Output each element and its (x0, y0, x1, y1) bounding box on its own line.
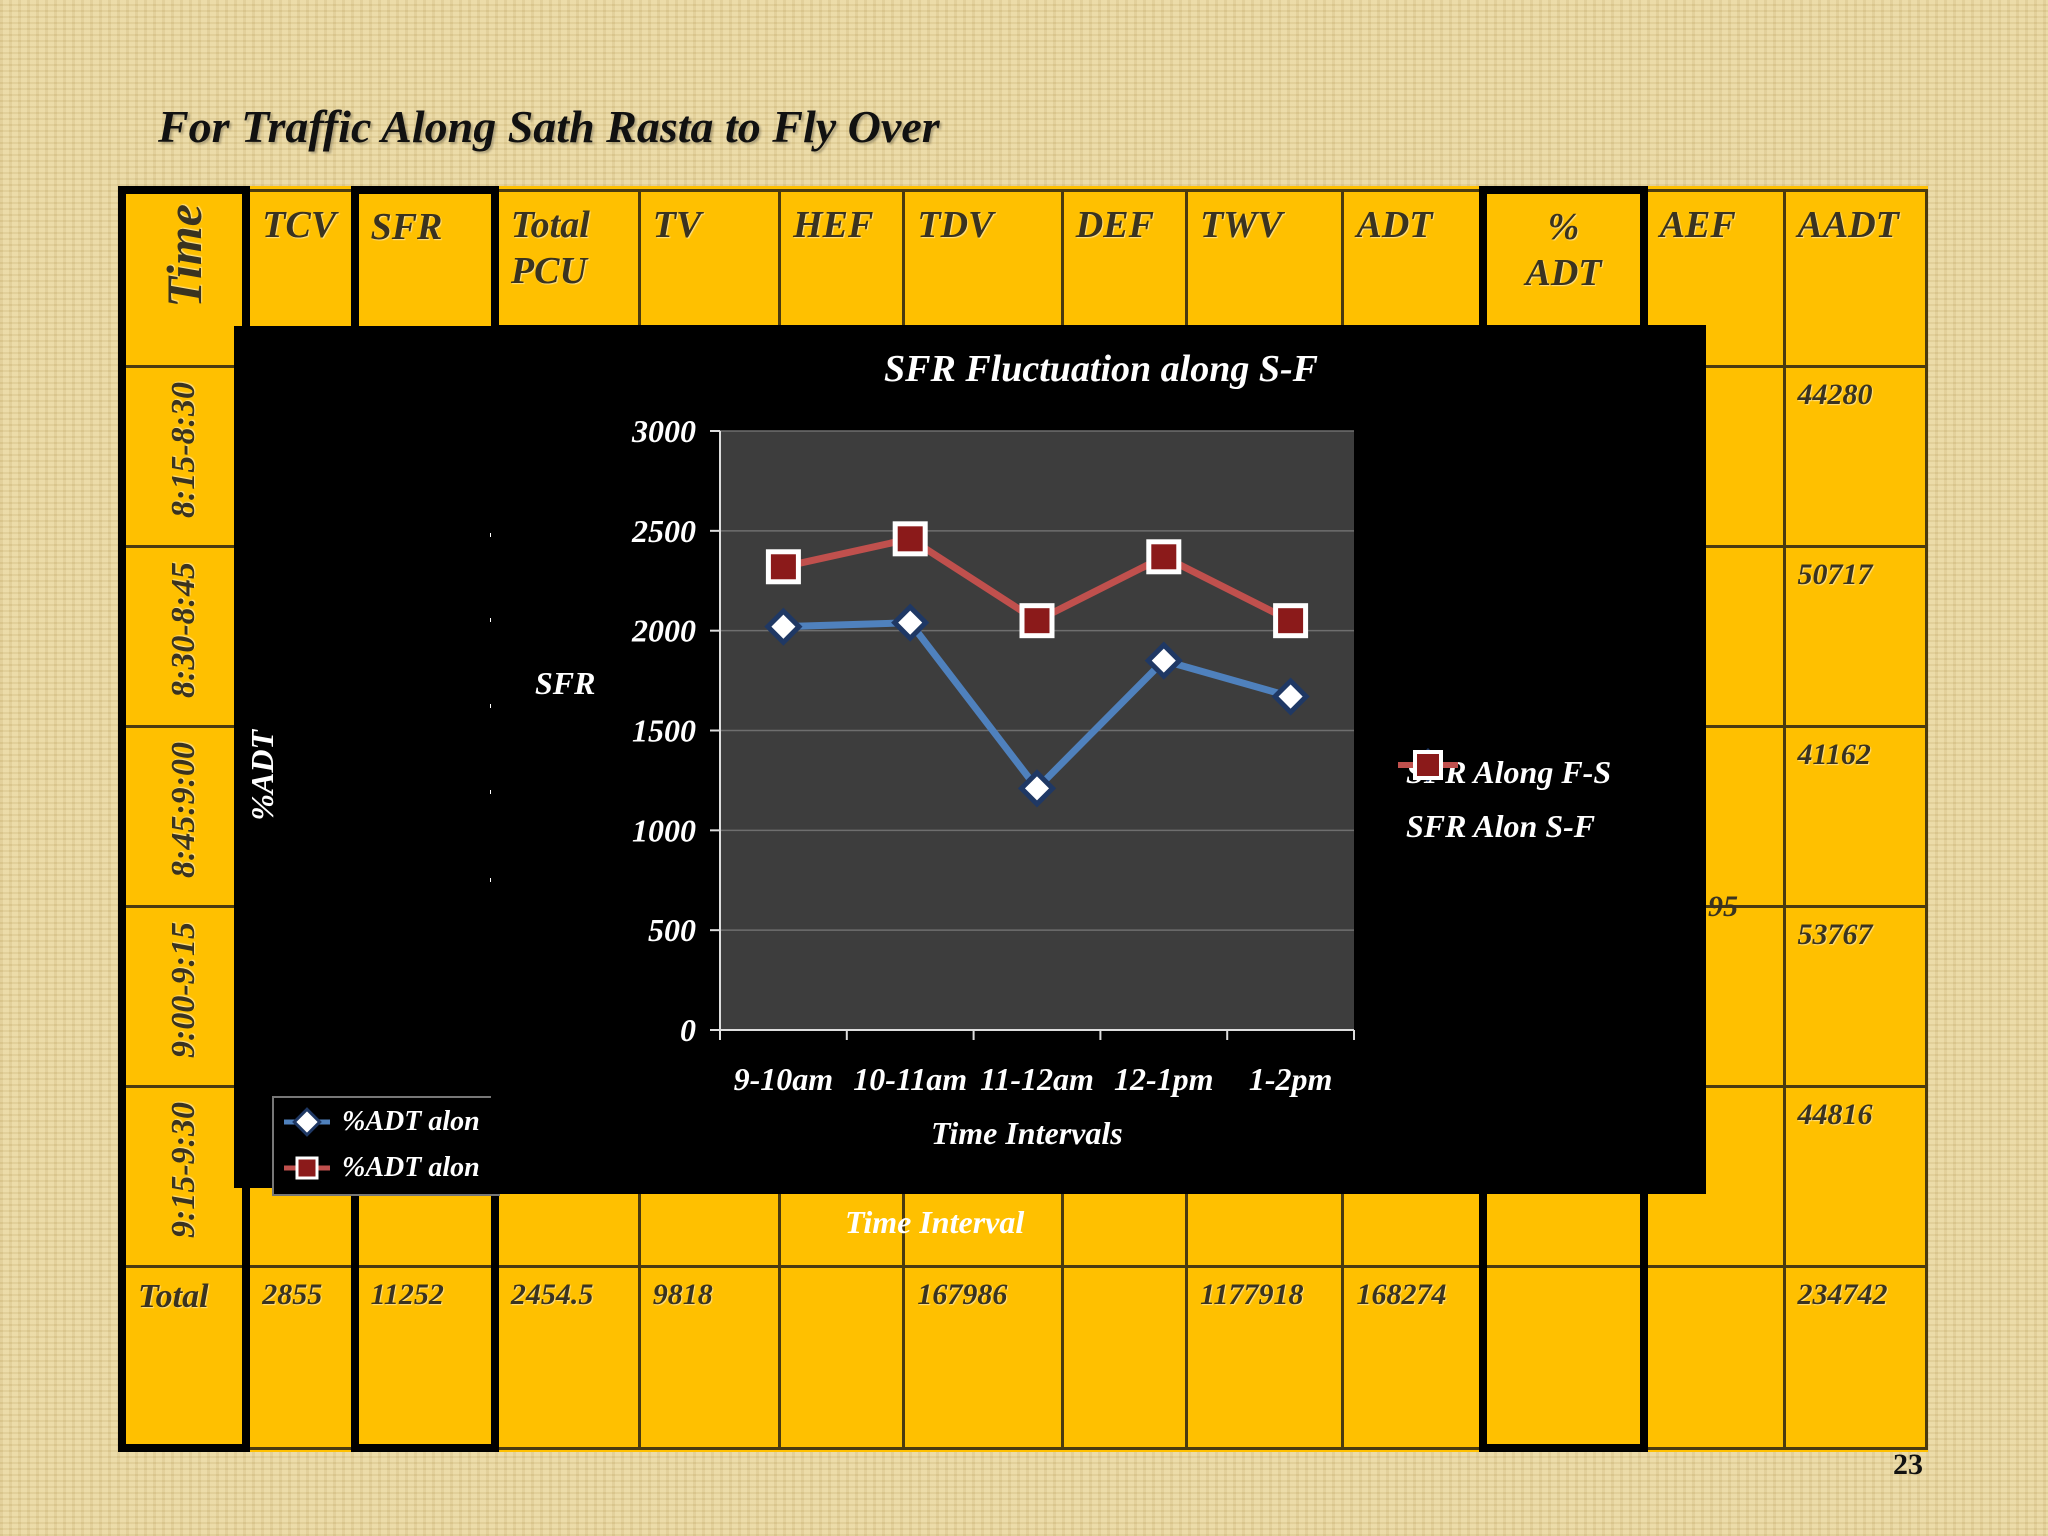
total-hef (778, 1264, 906, 1450)
data-point-diamond (1271, 677, 1310, 716)
aadt-cell: 44816 (1782, 1084, 1929, 1268)
x-tick-label: 12-1pm (1114, 1061, 1214, 1097)
y-tick-label: 2500 (631, 513, 696, 549)
slide-title: For Traffic Along Sath Rasta to Fly Over (158, 101, 940, 152)
total-tcv: 2855 (244, 1264, 357, 1450)
header-aadt: AADT (1782, 188, 1929, 368)
background-legend-item: %ADT alon (282, 1102, 480, 1142)
data-point-square (1146, 539, 1182, 575)
legend-label: SFR Alon S-F (1406, 807, 1596, 844)
data-point-diamond (1144, 641, 1183, 680)
aadt-cell: 53767 (1782, 904, 1929, 1088)
x-tick-label: 10-11am (853, 1061, 967, 1097)
total-row: Total 2855 11252 2454.5 9818 167986 1177… (117, 1264, 1929, 1452)
data-point-diamond (764, 607, 803, 646)
sfr-chart: SFR Fluctuation along S-F SFR 0 500 1000 15… (491, 325, 1706, 1194)
header-time: Time (117, 186, 251, 368)
total-adt: 168274 (1341, 1264, 1485, 1450)
background-chart-ylabel: %ADT (244, 730, 280, 821)
total-aef (1642, 1264, 1786, 1450)
background-chart-xlabel: Time Interval (845, 1204, 1025, 1240)
data-point-square (765, 549, 801, 585)
time-cell: 8:15-8:30 (117, 364, 251, 548)
y-tick-label: 1000 (632, 812, 696, 848)
square-marker-icon (284, 1156, 330, 1180)
total-tdv: 167986 (902, 1264, 1064, 1450)
x-axis-label: Time Intervals (931, 1115, 1123, 1151)
total-twv: 1177918 (1185, 1264, 1345, 1450)
chart-plot: 0 500 1000 1500 2000 2500 3000 9-10am 10-11am 11-… (631, 413, 1355, 1097)
time-cell: 9:00-9:15 (117, 904, 251, 1088)
total-sfr: 11252 (350, 1264, 499, 1452)
diamond-marker-icon (284, 1107, 330, 1137)
x-tick-label: 1-2pm (1249, 1061, 1333, 1097)
y-tick-label: 2000 (631, 613, 696, 649)
total-tv: 9818 (637, 1264, 782, 1450)
background-legend-item: %ADT alon (282, 1148, 480, 1188)
y-tick-label: 0 (680, 1012, 696, 1048)
aadt-cell: 41162 (1782, 724, 1929, 908)
data-point-square (1273, 603, 1309, 639)
slide-number: 23 (1893, 1448, 1923, 1481)
total-label: Total (117, 1264, 251, 1452)
y-tick-label: 3000 (631, 413, 696, 449)
aadt-cell: 44280 (1782, 364, 1929, 548)
square-marker-icon (1398, 750, 1458, 780)
total-pct-adt (1479, 1264, 1648, 1452)
x-tick-label: 9-10am (734, 1061, 834, 1097)
time-cell: 8:45:9:00 (117, 724, 251, 908)
data-point-square (1019, 603, 1055, 639)
chart-title: SFR Fluctuation along S-F (884, 348, 1318, 390)
time-cell: 8:30-8:45 (117, 544, 251, 728)
total-def (1060, 1264, 1189, 1450)
data-point-diamond (1017, 769, 1057, 808)
chart-legend: SFR Along F-S SFR Alon S-F (1396, 745, 1611, 853)
time-cell: 9:15-9:30 (117, 1084, 251, 1268)
aef-partial-value: 95 (1708, 890, 1738, 923)
total-aadt: 234742 (1782, 1264, 1929, 1450)
y-axis-label: SFR (535, 665, 596, 701)
x-tick-label: 11-12am (980, 1061, 1094, 1097)
background-chart-legend: %ADT alon %ADT alon (272, 1096, 500, 1196)
y-tick-label: 1500 (632, 713, 696, 749)
data-point-square (892, 521, 928, 557)
data-point-diamond (891, 603, 930, 642)
aadt-cell: 50717 (1782, 544, 1929, 728)
legend-item-sf: SFR Alon S-F (1396, 750, 1611, 853)
y-tick-label: 500 (648, 912, 696, 948)
total-pcu: 2454.5 (493, 1264, 641, 1450)
